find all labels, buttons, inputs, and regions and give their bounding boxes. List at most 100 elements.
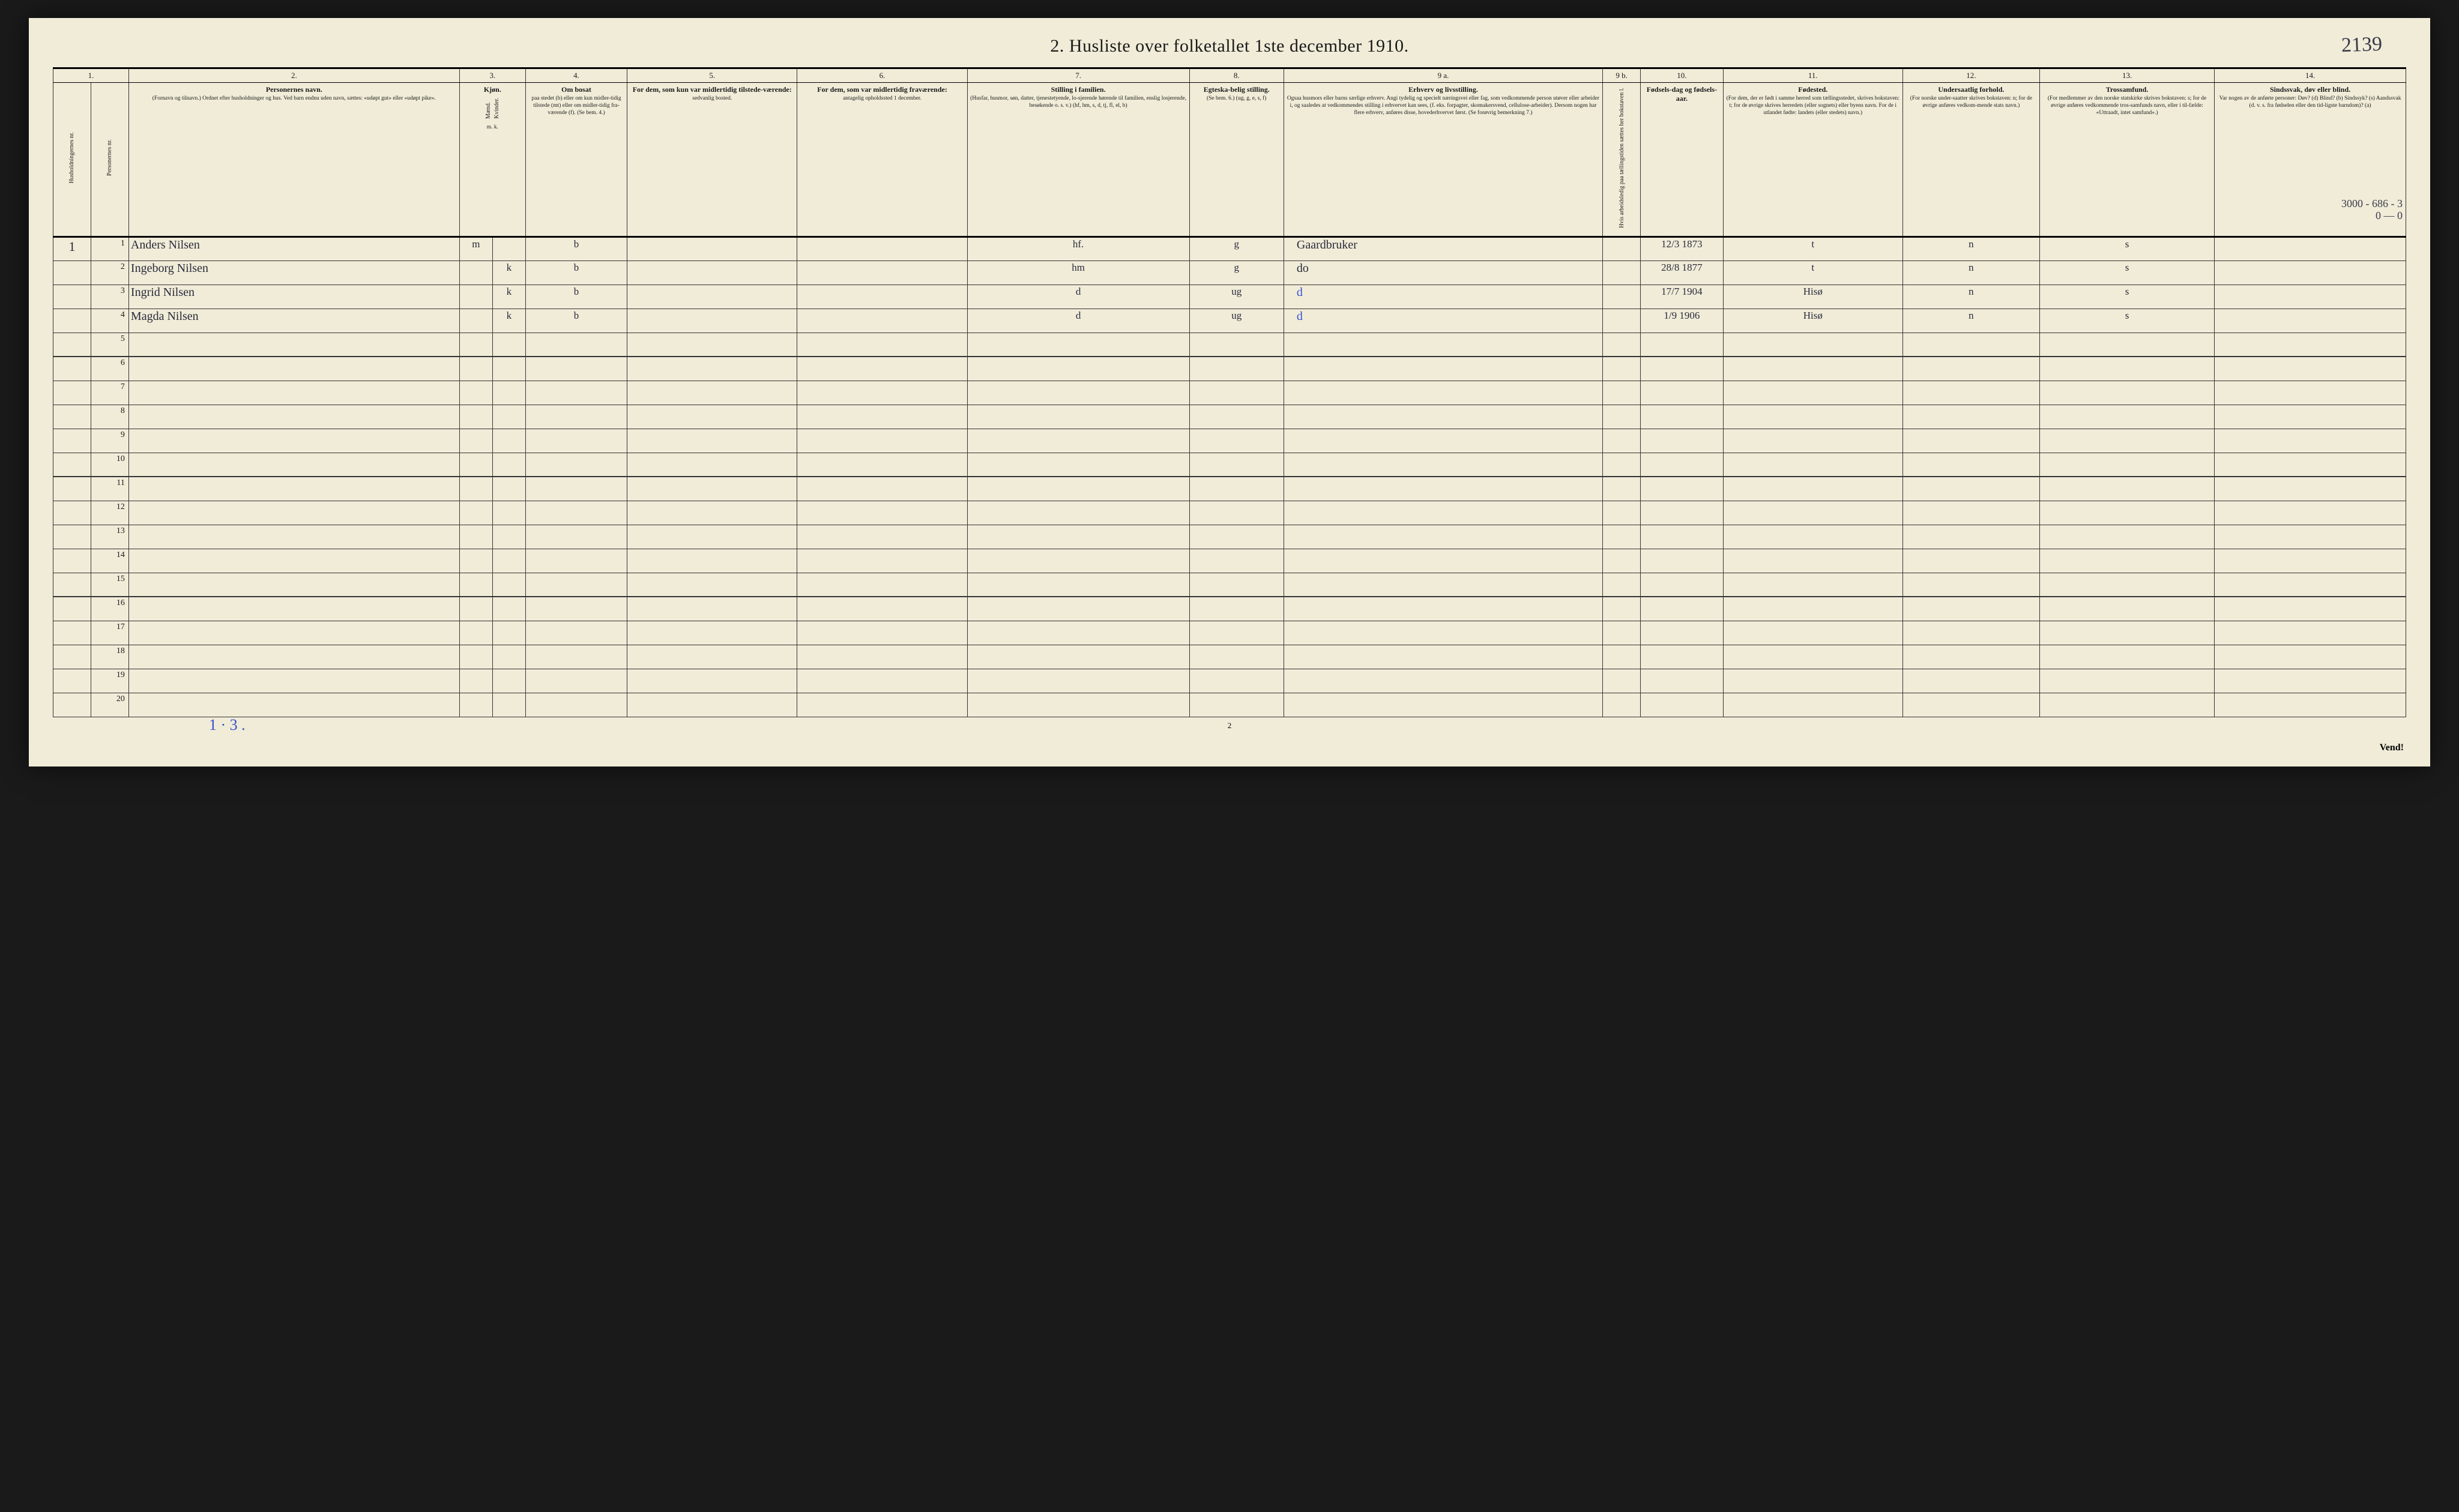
cell-hh <box>53 429 91 453</box>
cell-erhverv: d <box>1284 285 1602 309</box>
cell-bosat: b <box>525 236 627 261</box>
cell-empty <box>1603 573 1641 597</box>
cell-empty <box>492 621 525 645</box>
cell-empty <box>1284 429 1602 453</box>
hdr-tros: Trossamfund. (For medlemmer av den norsk… <box>2039 83 2214 237</box>
hdr-bosat: Om bosat paa stedet (b) eller om kun mid… <box>525 83 627 237</box>
cell-midl-tilstede <box>627 261 797 285</box>
cell-empty <box>1189 621 1284 645</box>
cell-hh <box>53 333 91 357</box>
cell-arbeidsledig <box>1603 285 1641 309</box>
cell-empty <box>2039 405 2214 429</box>
cell-person-nr: 4 <box>91 309 128 333</box>
cell-fodested: t <box>1723 236 1902 261</box>
cell-empty <box>459 453 492 477</box>
cell-hh <box>53 477 91 501</box>
cell-empty <box>2215 669 2406 693</box>
cell-empty <box>492 477 525 501</box>
cell-empty <box>2215 573 2406 597</box>
cell-empty <box>1902 525 2039 549</box>
table-row: 3Ingrid Nilsenkbdugd17/7 1904Hisøns <box>53 285 2406 309</box>
cell-empty <box>1189 453 1284 477</box>
hdr-person-nr: Personernes nr. <box>91 83 128 237</box>
cell-empty <box>492 645 525 669</box>
cell-sindssvak <box>2215 309 2406 333</box>
cell-empty <box>459 549 492 573</box>
cell-egteskab: ug <box>1189 309 1284 333</box>
cell-empty <box>1284 573 1602 597</box>
cell-tros: s <box>2039 285 2214 309</box>
colnum-1: 1. <box>53 68 129 83</box>
cell-mand: m <box>459 236 492 261</box>
cell-empty <box>797 381 967 405</box>
cell-empty <box>2039 525 2214 549</box>
cell-empty <box>492 501 525 525</box>
cell-empty <box>627 453 797 477</box>
cell-tros: s <box>2039 309 2214 333</box>
cell-hh <box>53 405 91 429</box>
cell-empty <box>459 645 492 669</box>
cell-empty <box>1284 501 1602 525</box>
cell-erhverv: do <box>1284 261 1602 285</box>
cell-empty <box>2215 333 2406 357</box>
cell-empty <box>1603 669 1641 693</box>
cell-bosat: b <box>525 309 627 333</box>
cell-name: Ingrid Nilsen <box>128 285 459 309</box>
table-row: 18 <box>53 645 2406 669</box>
cell-person-nr: 6 <box>91 357 128 381</box>
cell-stilling-fam: d <box>967 285 1189 309</box>
hdr-fodsels: Fødsels-dag og fødsels-aar. <box>1641 83 1724 237</box>
cell-hh <box>53 285 91 309</box>
cell-empty <box>128 573 459 597</box>
table-header: 1. 2. 3. 4. 5. 6. 7. 8. 9 a. 9 b. 10. 11… <box>53 68 2406 237</box>
cell-name: Anders Nilsen <box>128 236 459 261</box>
cell-midl-frav <box>797 236 967 261</box>
hdr-midl-tilstede: For dem, som kun var midlertidig tilsted… <box>627 83 797 237</box>
cell-empty <box>128 621 459 645</box>
table-row: 8 <box>53 405 2406 429</box>
cell-empty <box>1603 405 1641 429</box>
cell-empty <box>492 549 525 573</box>
cell-empty <box>1902 357 2039 381</box>
cell-empty <box>525 477 627 501</box>
column-header-row: Husholdningernes nr. Personernes nr. Per… <box>53 83 2406 237</box>
cell-empty <box>2039 645 2214 669</box>
cell-midl-frav <box>797 309 967 333</box>
cell-empty <box>525 453 627 477</box>
cell-empty <box>525 429 627 453</box>
cell-empty <box>1641 573 1724 597</box>
cell-empty <box>525 573 627 597</box>
cell-name: Magda Nilsen <box>128 309 459 333</box>
cell-empty <box>1723 501 1902 525</box>
cell-empty <box>1641 669 1724 693</box>
cell-empty <box>797 573 967 597</box>
cell-empty <box>525 669 627 693</box>
cell-empty <box>797 669 967 693</box>
cell-person-nr: 7 <box>91 381 128 405</box>
cell-empty <box>967 693 1189 717</box>
cell-empty <box>1603 525 1641 549</box>
colnum-3: 3. <box>459 68 525 83</box>
cell-empty <box>967 357 1189 381</box>
cell-empty <box>1189 405 1284 429</box>
hdr-stilling-fam: Stilling i familien. (Husfar, husmor, sø… <box>967 83 1189 237</box>
cell-empty <box>797 549 967 573</box>
cell-empty <box>1189 501 1284 525</box>
hdr-husholdning-nr: Husholdningernes nr. <box>53 83 91 237</box>
cell-empty <box>967 525 1189 549</box>
cell-empty <box>2215 693 2406 717</box>
cell-hh <box>53 381 91 405</box>
cell-person-nr: 18 <box>91 645 128 669</box>
cell-empty <box>627 549 797 573</box>
cell-stilling-fam: hf. <box>967 236 1189 261</box>
cell-empty <box>459 357 492 381</box>
page-title: 2. Husliste over folketallet 1ste decemb… <box>1050 36 1408 56</box>
colnum-5: 5. <box>627 68 797 83</box>
cell-empty <box>1189 693 1284 717</box>
cell-empty <box>1284 381 1602 405</box>
cell-person-nr: 5 <box>91 333 128 357</box>
cell-person-nr: 20 <box>91 693 128 717</box>
cell-empty <box>459 477 492 501</box>
cell-empty <box>797 405 967 429</box>
cell-empty <box>2039 693 2214 717</box>
